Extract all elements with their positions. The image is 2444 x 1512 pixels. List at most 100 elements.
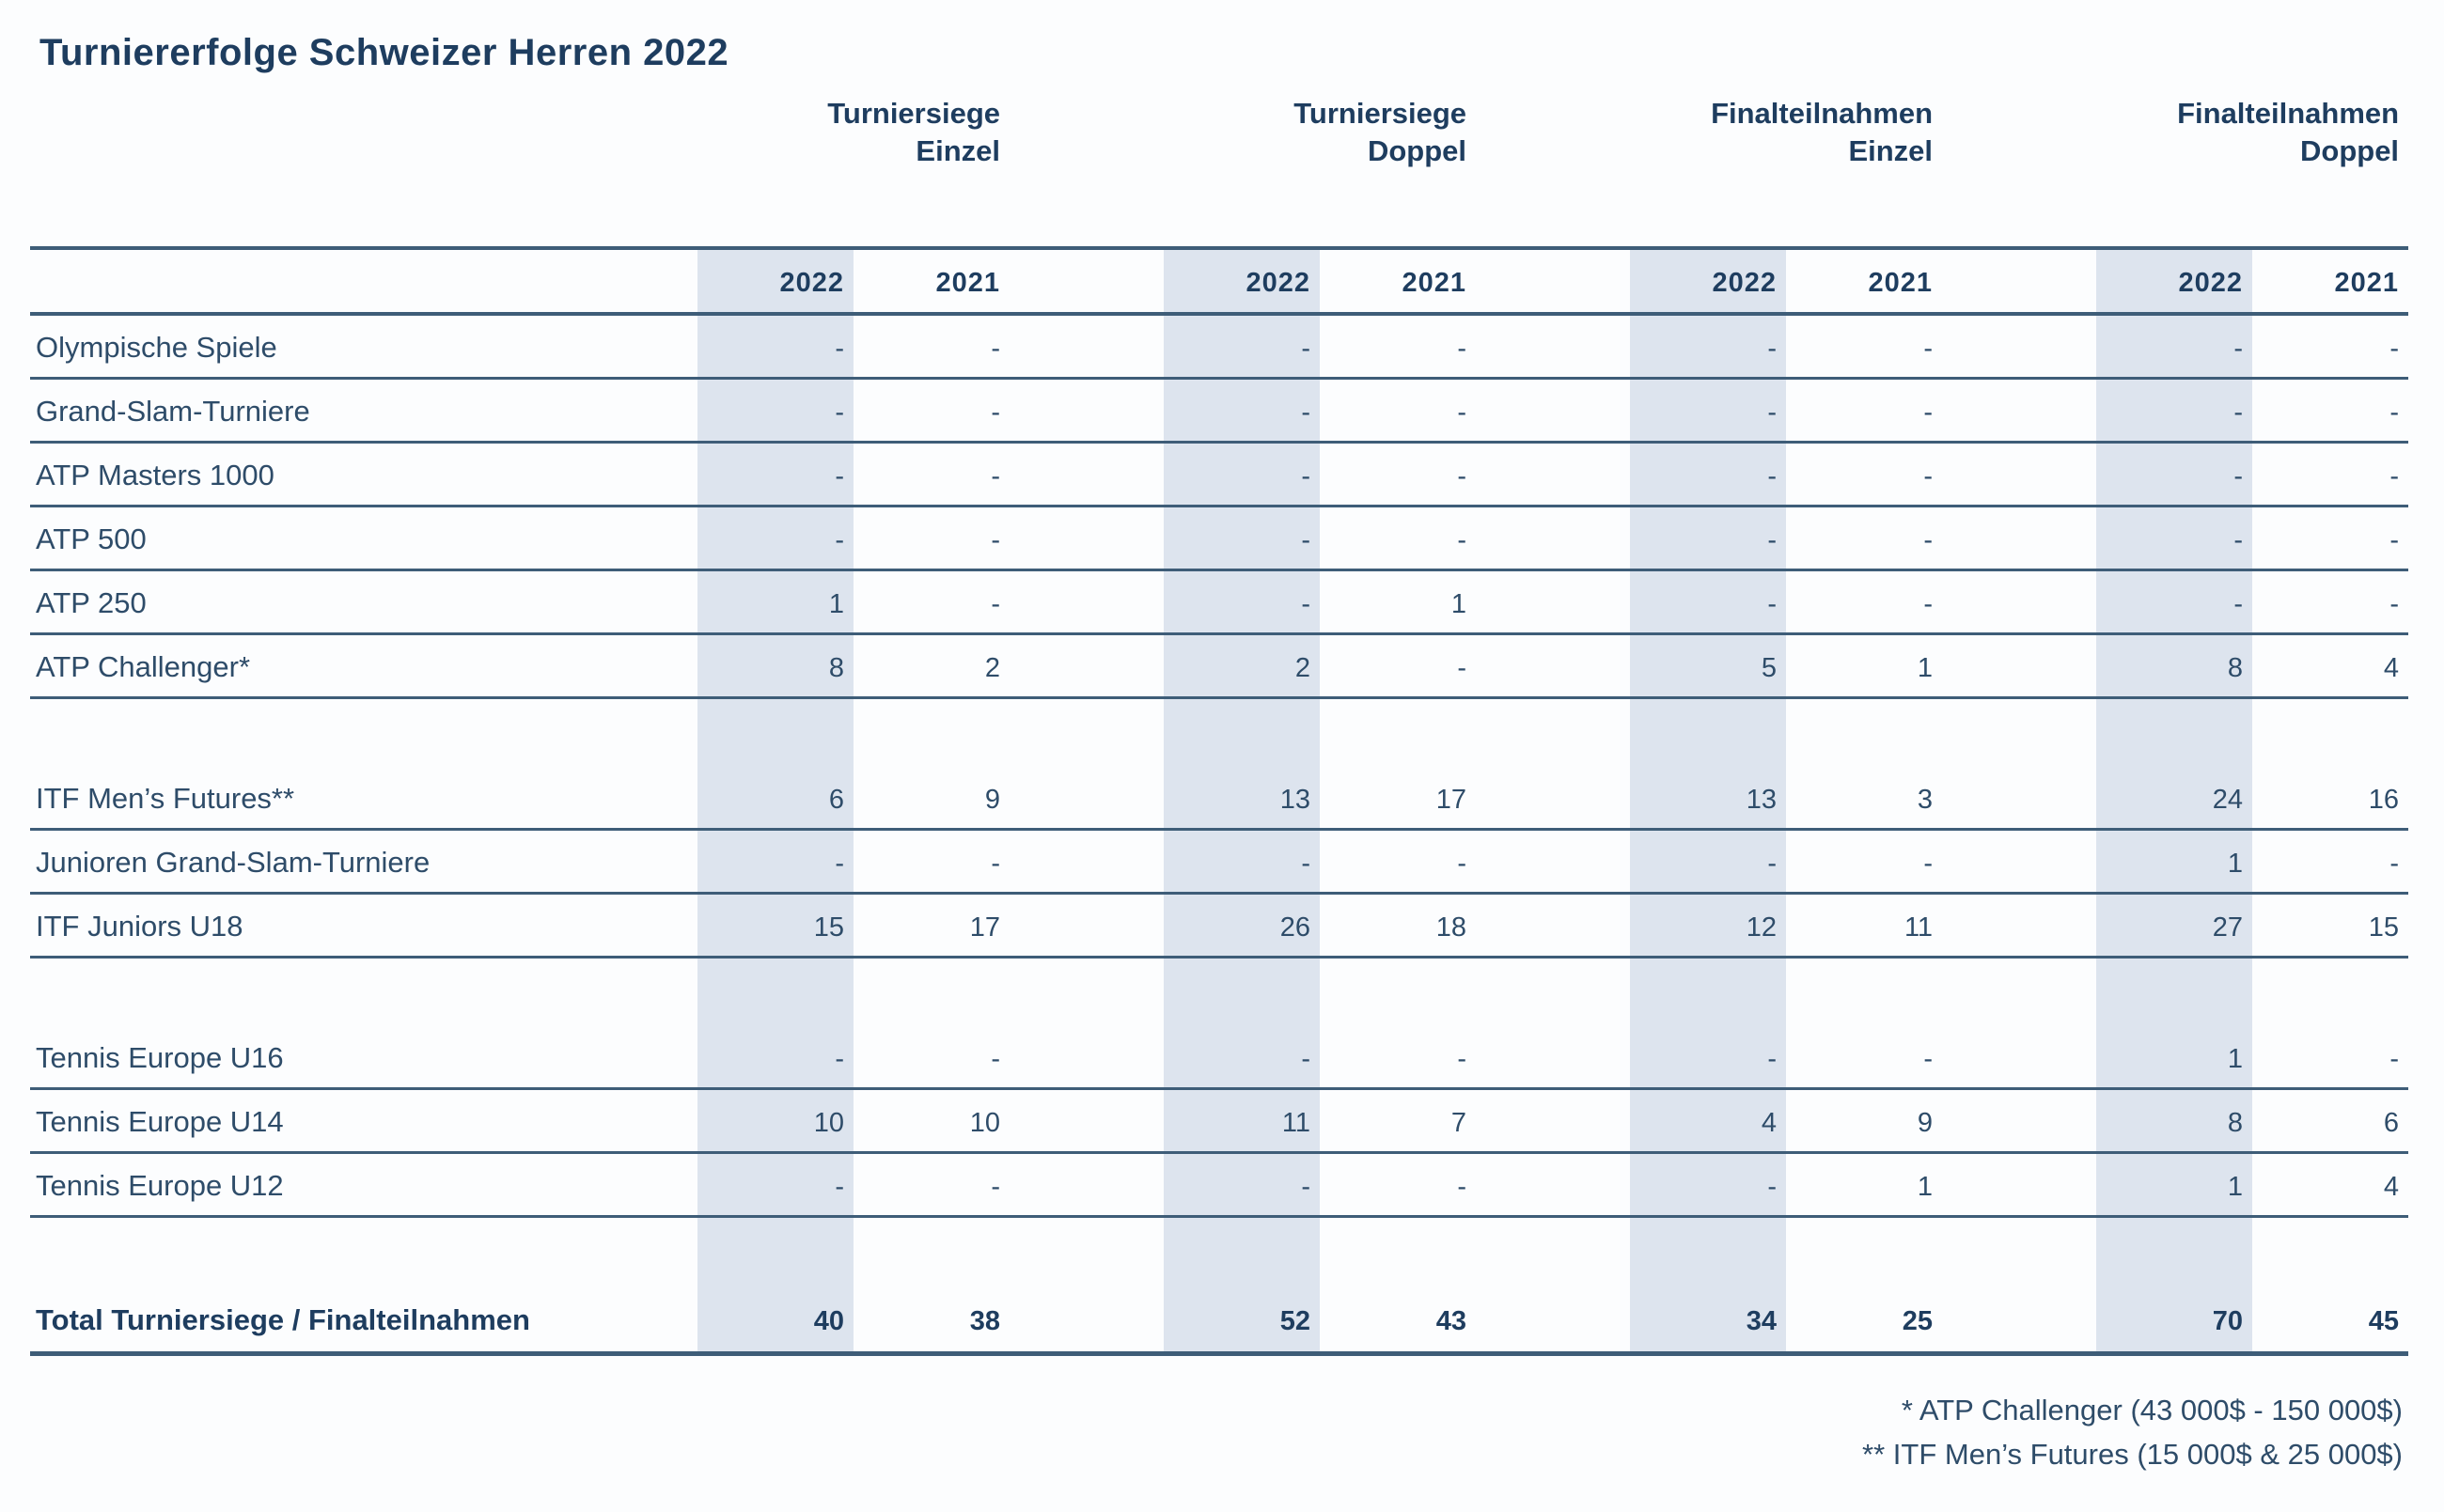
cell-value: - [854,1152,1010,1218]
cell-value: - [697,506,854,571]
cell-value: 1 [697,569,854,635]
cell-value: 3 [1786,765,1943,831]
group-sublabel: Doppel [2300,134,2400,167]
section-gap-row [30,1216,2408,1284]
row-label: ITF Juniors U18 [30,893,697,959]
column-gap [1010,74,1165,250]
gap-cell [1164,1216,1320,1284]
cell-value: - [2096,378,2253,444]
column-gap [1942,248,2097,316]
cell-value: - [854,378,1010,444]
year-header-2022: 2022 [1630,248,1787,316]
column-gap [1942,1284,2097,1356]
cell-value: - [854,1024,1010,1090]
cell-value: - [1630,1024,1787,1090]
gap-cell [1476,697,1630,765]
row-label: ATP 250 [30,569,697,635]
column-gap [1010,248,1165,316]
year-header-2021: 2021 [2252,248,2409,316]
gap-cell [1164,957,1320,1024]
cell-value: - [1164,829,1321,895]
cell-value: - [1164,569,1321,635]
cell-value: - [697,442,854,507]
gap-cell [1942,697,2096,765]
cell-value: 24 [2096,765,2253,831]
cell-value: - [697,1024,854,1090]
cell-value: - [1630,506,1787,571]
cell-value: - [697,314,854,380]
page-title: Turniererfolge Schweizer Herren 2022 [39,32,729,73]
gap-cell [854,957,1010,1024]
gap-cell [1786,1216,1942,1284]
cell-value: 2 [1164,633,1321,699]
column-gap [1476,893,1631,959]
table-row-tennis-europe-u12: Tennis Europe U12 - - - - - 1 1 4 [30,1152,2409,1218]
corner-cell [30,248,697,316]
cell-value: - [854,506,1010,571]
cell-value: - [2096,442,2253,507]
cell-value: - [1164,1152,1321,1218]
row-label: Tennis Europe U14 [30,1088,697,1154]
cell-value: 18 [1320,893,1477,959]
cell-value: - [2096,569,2253,635]
cell-value: - [1164,378,1321,444]
cell-value: - [1786,378,1943,444]
column-gap [1476,378,1631,444]
column-gap [1942,1152,2097,1218]
table-row-atp-masters-1000: ATP Masters 1000 - - - - - - - - [30,442,2409,507]
gap-cell [2096,957,2252,1024]
section-gap-row [30,697,2408,765]
gap-cell [1476,1216,1630,1284]
year-header-2021: 2021 [854,248,1010,316]
cell-value: - [854,314,1010,380]
gap-cell [1320,1216,1476,1284]
cell-value: - [1630,314,1787,380]
cell-value: - [2252,442,2409,507]
cell-value: - [2096,314,2253,380]
footnote-itf-futures: ** ITF Men’s Futures (15 000$ & 25 000$) [1862,1437,2403,1471]
cell-value: 15 [2252,893,2409,959]
section-gap-row [30,957,2408,1024]
cell-value: - [1164,506,1321,571]
cell-value: - [2252,829,2409,895]
cell-value: - [1786,1024,1943,1090]
gap-cell [697,957,854,1024]
gap-cell [30,1216,697,1284]
table-row-atp-250: ATP 250 1 - - 1 - - - - [30,569,2409,635]
cell-value: - [1630,442,1787,507]
cell-value: - [1786,569,1943,635]
cell-value: 4 [1630,1088,1787,1154]
tournament-results-table: Turniersiege Einzel Turniersiege Doppel … [30,74,2409,1356]
column-gap [1010,1152,1165,1218]
column-group-header-row: Turniersiege Einzel Turniersiege Doppel … [30,74,2409,250]
total-cell-value: 34 [1630,1284,1787,1356]
year-header-2022: 2022 [697,248,854,316]
column-gap [1010,442,1165,507]
row-label: ATP Challenger* [30,633,697,699]
cell-value: - [1630,569,1787,635]
cell-value: 9 [854,765,1010,831]
cell-value: - [2252,378,2409,444]
column-gap [1010,506,1165,571]
group-sublabel: Einzel [916,134,1001,167]
gap-cell [1786,697,1942,765]
column-gap [1476,633,1631,699]
cell-value: 26 [1164,893,1321,959]
cell-value: 1 [1786,633,1943,699]
group-label: Turniersiege [827,97,1001,130]
cell-value: - [1164,314,1321,380]
gap-cell [1476,957,1630,1024]
column-gap [1942,74,2097,250]
cell-value: - [1320,506,1477,571]
cell-value: - [1630,1152,1787,1218]
table-row-grand-slam-turniere: Grand-Slam-Turniere - - - - - - - - [30,378,2409,444]
cell-value: 7 [1320,1088,1477,1154]
cell-value: - [697,1152,854,1218]
column-gap [1942,569,2097,635]
total-cell-value: 52 [1164,1284,1321,1356]
footnote-atp-challenger: * ATP Challenger (43 000$ - 150 000$) [1901,1393,2403,1426]
cell-value: 5 [1630,633,1787,699]
cell-value: 12 [1630,893,1787,959]
column-gap [1476,1024,1631,1090]
column-gap [1010,314,1165,380]
